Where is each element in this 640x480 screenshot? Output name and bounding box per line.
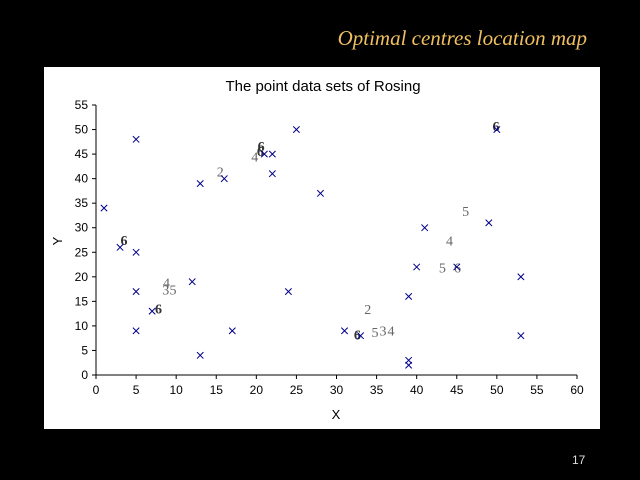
centre-label: 2 <box>364 303 371 318</box>
data-point <box>517 273 525 281</box>
centre-label: 6 <box>354 328 361 343</box>
data-point <box>405 361 413 369</box>
data-point <box>356 332 365 340</box>
centre-label: 2 <box>217 165 224 180</box>
y-tick-label: 35 <box>75 196 89 210</box>
x-tick-label: 20 <box>250 383 264 397</box>
centre-label: 5 <box>169 284 176 299</box>
data-point <box>260 150 268 158</box>
data-point <box>188 278 196 286</box>
data-point <box>493 125 501 134</box>
chart-axes <box>95 105 577 376</box>
data-point <box>132 327 140 335</box>
centre-label: 6 <box>121 234 128 249</box>
centre-label: 5 <box>371 326 378 341</box>
y-tick-label: 55 <box>75 98 89 112</box>
x-tick-label: 45 <box>450 383 464 397</box>
data-point <box>132 287 140 296</box>
data-point <box>268 150 276 158</box>
y-tick-label: 50 <box>75 123 89 137</box>
x-tick-label: 50 <box>490 383 504 397</box>
data-point <box>220 175 228 183</box>
slide-number: 17 <box>572 453 586 467</box>
y-tick-label: 5 <box>81 343 88 357</box>
chart-panel: The point data sets of Rosing 0 5 10 15 20 25… <box>44 67 600 429</box>
centre-label: 6 <box>155 303 162 318</box>
x-tick-label: 15 <box>210 383 224 397</box>
data-point <box>132 135 140 143</box>
scatter-chart: The point data sets of Rosing 0 5 10 15 20 25… <box>50 78 584 422</box>
x-tick-label: 40 <box>410 383 424 397</box>
y-tick-label: 20 <box>75 270 89 284</box>
data-point <box>413 263 421 271</box>
y-tick-label: 40 <box>75 172 89 186</box>
data-point <box>517 332 525 340</box>
centre-label: 6 <box>454 261 461 276</box>
centre-label: 5 <box>439 261 446 276</box>
y-tick-label: 25 <box>75 245 89 259</box>
axis-ticks: 0 5 10 15 20 25 30 35 40 45 50 55 600510152025303540… <box>75 98 584 397</box>
x-tick-label: 35 <box>370 383 384 397</box>
data-point <box>405 292 413 301</box>
data-point <box>196 351 204 359</box>
data-point <box>316 189 325 197</box>
data-point <box>228 327 236 335</box>
centre-label: 3 <box>162 284 169 299</box>
centre-label: 6 <box>257 145 264 160</box>
x-tick-label: 60 <box>570 383 584 397</box>
centre-label: 4 <box>251 151 258 166</box>
data-point <box>268 170 276 178</box>
x-axis-label: X <box>332 407 341 422</box>
chart-title: The point data sets of Rosing <box>225 78 420 95</box>
centre-label: 3 <box>379 324 386 339</box>
x-tick-label: 0 <box>93 383 100 397</box>
y-tick-label: 30 <box>75 221 89 235</box>
data-point <box>148 307 156 315</box>
y-tick-label: 45 <box>75 147 89 161</box>
centre-label: 6 <box>258 140 265 155</box>
x-tick-label: 5 <box>133 383 140 397</box>
y-tick-label: 15 <box>75 294 89 308</box>
data-point <box>132 248 140 256</box>
slide-title: Optimal centres location map <box>337 26 587 50</box>
data-point <box>100 204 108 212</box>
y-axis-label: Y <box>50 236 65 245</box>
data-point <box>196 179 204 188</box>
data-point <box>340 327 349 335</box>
centre-label: 4 <box>446 234 453 249</box>
centre-label: 4 <box>388 324 395 339</box>
centre-label: 4 <box>163 277 170 292</box>
data-point <box>284 287 292 296</box>
y-tick-label: 10 <box>75 319 89 333</box>
data-point <box>485 219 493 227</box>
centre-label: 6 <box>493 120 500 135</box>
data-point <box>116 243 124 251</box>
x-tick-label: 10 <box>169 383 183 397</box>
x-tick-label: 55 <box>530 383 544 397</box>
data-points <box>100 125 525 369</box>
data-point <box>453 263 461 271</box>
x-tick-label: 25 <box>290 383 304 397</box>
data-point <box>292 125 300 134</box>
x-tick-label: 30 <box>330 383 344 397</box>
data-point <box>421 224 429 232</box>
centre-label: 5 <box>462 205 469 220</box>
y-tick-label: 0 <box>81 368 88 382</box>
